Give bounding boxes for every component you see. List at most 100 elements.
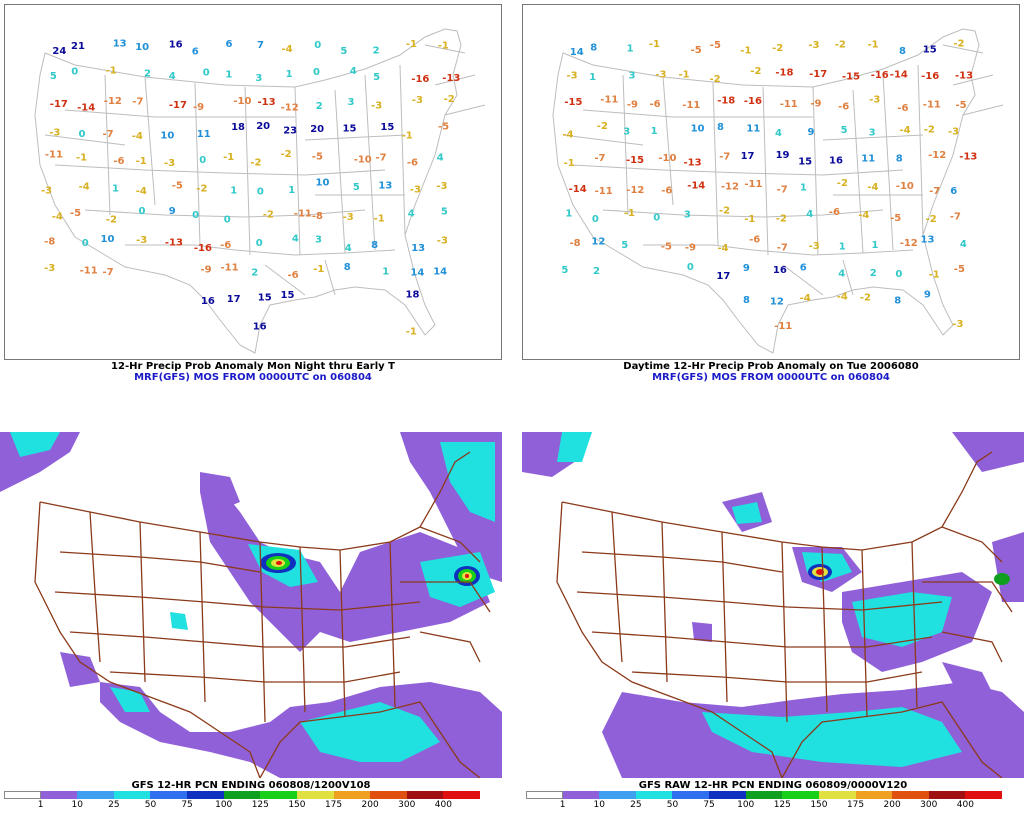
- anomaly-value-label: -16: [921, 71, 939, 82]
- anomaly-value-label: -4: [900, 125, 911, 136]
- anomaly-value-label: -2: [835, 40, 846, 51]
- anomaly-value-label: -3: [869, 95, 880, 106]
- panel-caption-title: GFS 12-HR PCN ENDING 060808/1200V108: [131, 780, 371, 791]
- anomaly-value-label: -6: [829, 207, 840, 218]
- anomaly-value-label: 2: [373, 45, 380, 56]
- anomaly-value-label: -4: [136, 186, 147, 197]
- anomaly-value-label: -2: [837, 178, 848, 189]
- anomaly-value-label: 6: [950, 186, 957, 197]
- colorbar-swatch: [855, 791, 893, 799]
- anomaly-value-label: 13: [921, 235, 935, 246]
- anomaly-value-label: -13: [442, 73, 460, 84]
- anomaly-value-label: 8: [894, 296, 901, 307]
- anomaly-value-label: 12: [770, 297, 784, 308]
- anomaly-value-label: -5: [954, 264, 965, 275]
- anomaly-value-label: -3: [436, 181, 447, 192]
- anomaly-value-label: -1: [649, 39, 660, 50]
- colorbar-label: 50: [666, 800, 679, 810]
- anomaly-value-label: 4: [775, 128, 782, 139]
- colorbar-swatch: [187, 791, 225, 799]
- anomaly-value-label: 0: [199, 155, 206, 166]
- anomaly-value-label: 5: [561, 265, 568, 276]
- anomaly-value-label: 5: [621, 240, 628, 251]
- anomaly-value-label: 5: [841, 125, 848, 136]
- anomaly-value-label: 5: [373, 72, 380, 83]
- anomaly-value-label: -5: [70, 208, 81, 219]
- anomaly-value-label: 0: [79, 129, 86, 140]
- anomaly-value-label: 0: [257, 186, 264, 197]
- anomaly-value-label: -2: [772, 43, 783, 54]
- panel-caption-subtitle: MRF(GFS) MOS FROM 0000UTC on 060804: [134, 372, 372, 383]
- anomaly-value-label: -7: [950, 212, 961, 223]
- anomaly-value-label: 6: [192, 46, 199, 57]
- anomaly-value-label: 24: [52, 46, 66, 57]
- anomaly-value-label: -2: [710, 74, 721, 85]
- anomaly-value-label: -2: [281, 149, 292, 160]
- anomaly-value-label: 5: [441, 206, 448, 217]
- anomaly-value-label: 3: [623, 127, 630, 138]
- anomaly-value-label: -11: [923, 100, 941, 111]
- anomaly-value-label: -7: [929, 186, 940, 197]
- anomaly-value-label: 14: [570, 47, 584, 58]
- anomaly-value-label: -1: [624, 208, 635, 219]
- anomaly-value-label: 4: [350, 66, 357, 77]
- anomaly-value-label: -3: [948, 126, 959, 137]
- anomaly-value-label: -1: [402, 131, 413, 142]
- colorbar-label: 1: [37, 800, 44, 810]
- anomaly-value-label: -11: [780, 99, 798, 110]
- anomaly-value-label: -4: [837, 292, 848, 303]
- anomaly-value-label: -2: [196, 184, 207, 195]
- anomaly-value-label: -14: [569, 184, 587, 195]
- colorbar-label: 175: [324, 800, 343, 810]
- anomaly-value-label: -5: [661, 241, 672, 252]
- anomaly-value-label: -16: [411, 74, 429, 85]
- anomaly-value-label: -11: [744, 179, 762, 190]
- colorbar-label: 100: [737, 800, 755, 810]
- anomaly-value-label: -4: [79, 182, 90, 193]
- anomaly-value-label: -3: [44, 263, 55, 274]
- colorbar-label: 50: [144, 800, 157, 810]
- anomaly-value-label: -5: [172, 181, 183, 192]
- anomaly-value-label: 5: [353, 182, 360, 193]
- anomaly-value-label: 1: [382, 267, 389, 278]
- anomaly-value-label: 13: [378, 180, 392, 191]
- anomaly-value-label: -5: [956, 100, 967, 111]
- anomaly-value-label: -4: [282, 44, 293, 55]
- us-state-boundaries: [34, 28, 486, 354]
- anomaly-value-label: -2: [250, 157, 261, 168]
- anomaly-value-label: -3: [371, 100, 382, 111]
- anomaly-value-label: -3: [41, 186, 52, 197]
- precip-map-panel-right: [522, 432, 1024, 778]
- colorbar-label: 10: [71, 800, 83, 810]
- anomaly-value-label: 10: [135, 42, 149, 53]
- anomaly-value-label: -6: [288, 270, 299, 281]
- colorbar-label: 10: [593, 800, 605, 810]
- colorbar-swatch: [709, 791, 747, 799]
- anomaly-value-label: 4: [806, 209, 813, 220]
- colorbar-label: 125: [773, 800, 791, 810]
- anomaly-value-label: 0: [592, 214, 599, 225]
- anomaly-value-label: 8: [371, 240, 378, 251]
- anomaly-map-panel-right: 14 8 1 -1 -5 -5 -1 -2 -3 -2 -1 8 15 -2 -3 1 3 -3 -1 -2 -2 -18…: [522, 4, 1020, 360]
- anomaly-value-label: 0: [313, 67, 320, 78]
- anomaly-value-label: 9: [169, 206, 176, 217]
- anomaly-value-label: 17: [741, 151, 755, 162]
- anomaly-value-label: 1: [286, 69, 293, 80]
- colorbar-swatch: [635, 791, 673, 799]
- anomaly-value-label: 4: [838, 269, 845, 280]
- anomaly-value-label: -1: [374, 214, 385, 225]
- anomaly-value-label: -2: [597, 121, 608, 132]
- colorbar-labels-left: 1 10 25 50 75 100 125 150 175 200 300 400: [4, 800, 480, 812]
- precip-fill-areas: [0, 432, 502, 778]
- anomaly-value-label: -4: [717, 243, 728, 254]
- anomaly-value-label: -1: [740, 45, 751, 56]
- colorbar-label: 400: [956, 800, 974, 810]
- anomaly-value-label: -6: [220, 240, 231, 251]
- anomaly-value-label: -1: [223, 152, 234, 163]
- anomaly-value-label: 14: [410, 268, 424, 279]
- anomaly-value-label: -9: [810, 99, 821, 110]
- colorbar-swatch: [77, 791, 115, 799]
- anomaly-value-label: -15: [842, 72, 860, 83]
- anomaly-value-label: -5: [691, 45, 702, 56]
- anomaly-value-label: -6: [749, 235, 760, 246]
